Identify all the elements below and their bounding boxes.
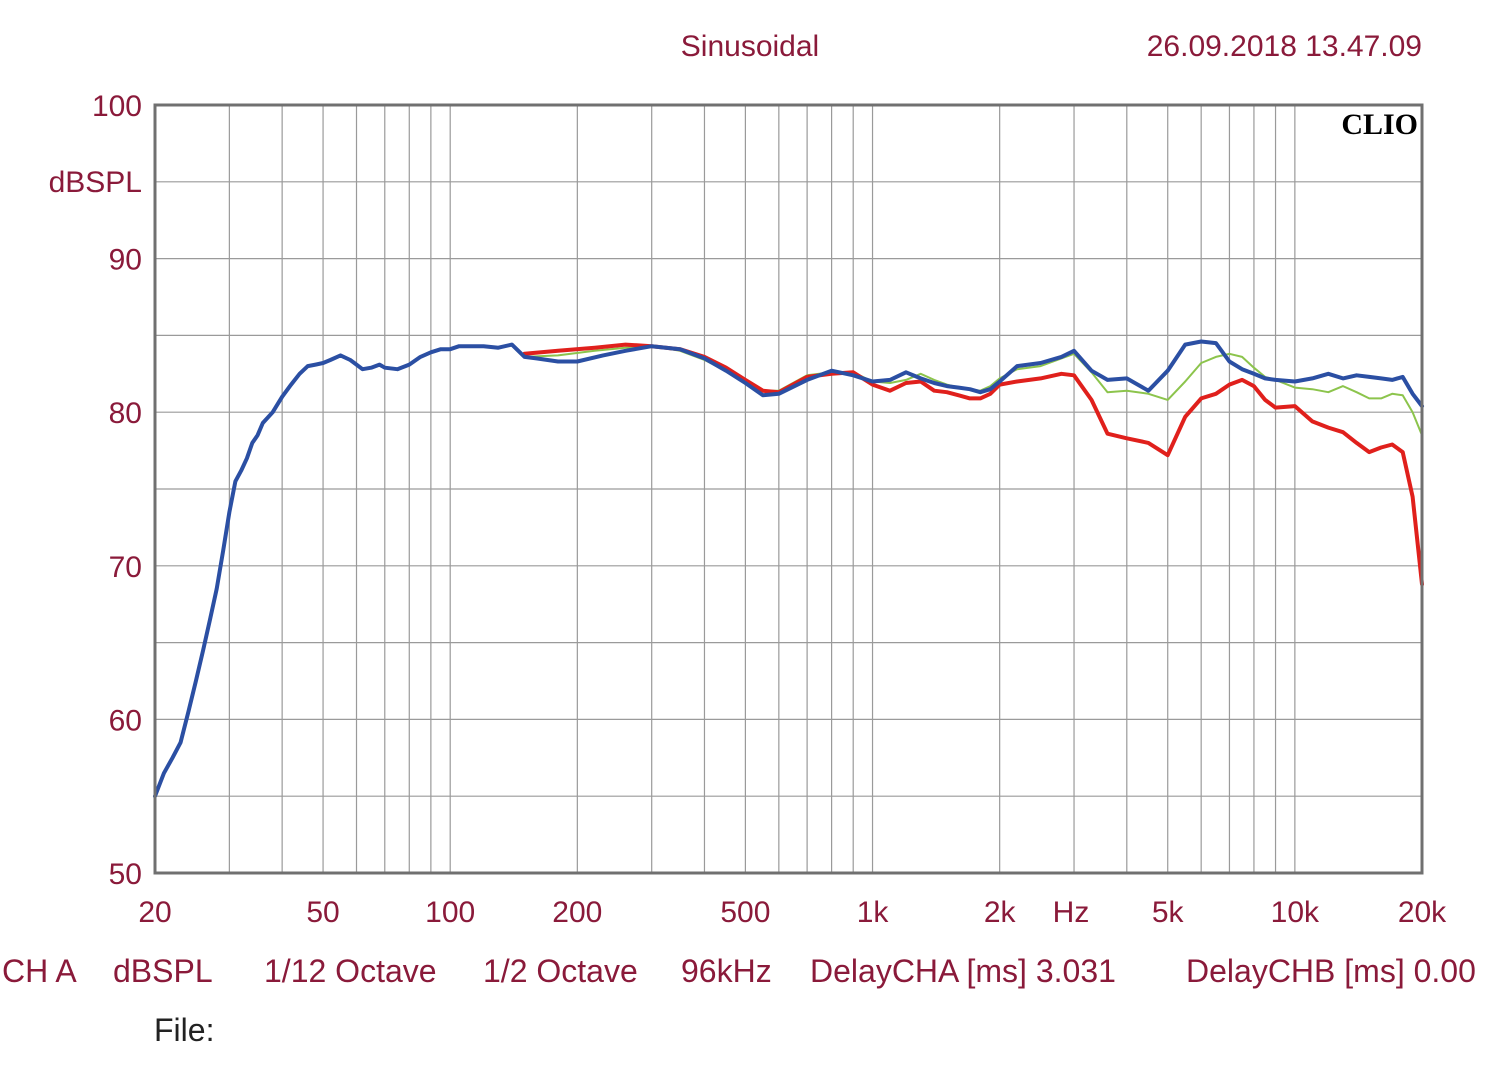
x-tick-label: 2k xyxy=(984,896,1017,929)
y-tick-label: 100 xyxy=(92,90,142,123)
file-label: File: xyxy=(154,1012,215,1048)
x-tick-label: 20 xyxy=(138,896,171,929)
series-line-3 xyxy=(153,339,1424,799)
channel-label: CH A xyxy=(2,953,77,989)
resolution-label: 1/12 Octave xyxy=(264,953,437,989)
x-tick-label: 10k xyxy=(1271,896,1320,929)
x-tick-label: 500 xyxy=(720,896,770,929)
y-tick-label: 90 xyxy=(109,244,142,277)
plot-frame xyxy=(153,103,1424,875)
timestamp-label: 26.09.2018 13.47.09 xyxy=(1147,30,1422,63)
series-line-2 xyxy=(522,342,1424,587)
y-tick-label: 70 xyxy=(109,551,142,584)
y-axis-unit-label: dBSPL xyxy=(49,166,142,199)
grid-lines xyxy=(154,104,1423,874)
mode-label: Sinusoidal xyxy=(681,30,819,63)
sample-rate-label: 96kHz xyxy=(681,953,772,989)
data-series xyxy=(153,339,1424,799)
x-axis-tick-labels: 20 50 100 200 500 1k 2k 5k 10k 20k xyxy=(138,896,1447,929)
y-tick-label: 80 xyxy=(109,397,142,430)
delay-cha-label: DelayCHA [ms] 3.031 xyxy=(810,953,1116,989)
x-tick-label: 5k xyxy=(1152,896,1185,929)
delay-chb-label: DelayCHB [ms] 0.00 xyxy=(1186,953,1476,989)
x-tick-label: 50 xyxy=(306,896,339,929)
x-tick-label: 1k xyxy=(857,896,890,929)
y-axis-tick-labels: 50 60 70 80 90 100 xyxy=(92,90,142,891)
smoothing-label: 1/2 Octave xyxy=(483,953,638,989)
x-tick-label: 20k xyxy=(1398,896,1447,929)
x-axis-unit-label: Hz xyxy=(1053,896,1090,929)
x-tick-label: 100 xyxy=(425,896,475,929)
y-tick-label: 50 xyxy=(109,858,142,891)
clio-logo: CLIO xyxy=(1341,108,1418,141)
unit-label: dBSPL xyxy=(113,953,213,989)
x-tick-label: 200 xyxy=(552,896,602,929)
y-tick-label: 60 xyxy=(109,704,142,737)
